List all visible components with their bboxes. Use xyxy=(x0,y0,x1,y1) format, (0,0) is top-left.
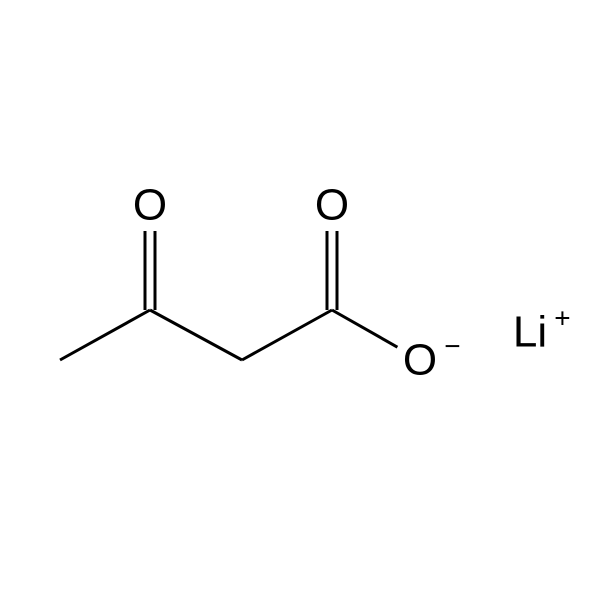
single-bond xyxy=(332,310,397,347)
single-bond xyxy=(242,310,332,360)
atom-label-o: O xyxy=(315,181,349,230)
atom-label-o: O xyxy=(403,336,437,385)
molecule-diagram: OOO−Li+ xyxy=(0,0,600,600)
single-bond xyxy=(60,310,150,360)
charge-label: − xyxy=(444,330,460,361)
counterion-label: Li xyxy=(513,308,547,357)
counterion-charge: + xyxy=(554,302,570,333)
atom-label-o: O xyxy=(133,181,167,230)
single-bond xyxy=(150,310,242,360)
